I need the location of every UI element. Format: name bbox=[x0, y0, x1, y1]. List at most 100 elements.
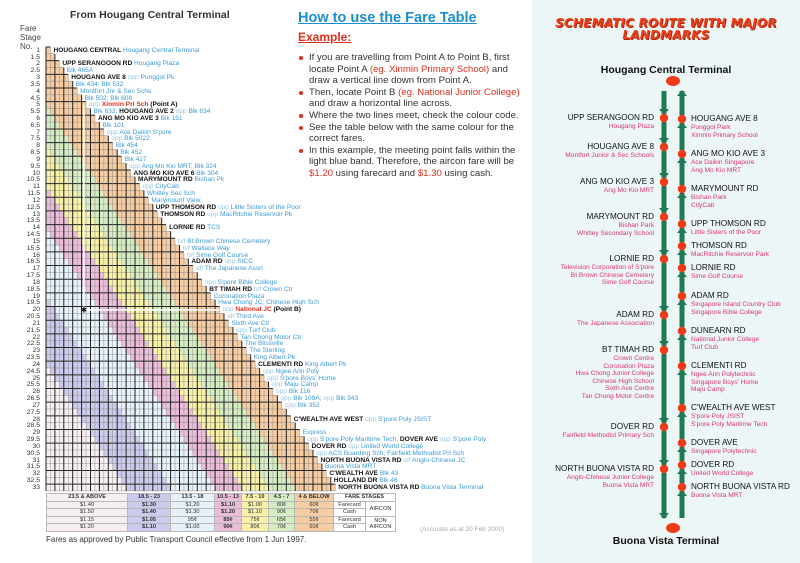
fare-cell bbox=[108, 456, 113, 464]
fare-cell bbox=[81, 484, 87, 491]
fare-cell bbox=[59, 402, 64, 409]
fare-stage-number: 21.5 bbox=[26, 326, 40, 334]
fare-cell bbox=[86, 484, 91, 491]
fare-cell bbox=[219, 388, 224, 396]
fare-cell bbox=[108, 204, 113, 211]
fare-cell bbox=[86, 470, 91, 478]
fare-cell bbox=[108, 381, 113, 389]
fare-cell bbox=[210, 436, 216, 444]
fare-cell bbox=[99, 149, 104, 157]
fare-cell bbox=[68, 81, 73, 88]
fare-value: 90¢ bbox=[214, 523, 242, 532]
fare-cell bbox=[152, 477, 158, 485]
fare-cell bbox=[50, 415, 55, 423]
fare-cell bbox=[94, 128, 100, 136]
fare-cell bbox=[179, 422, 184, 430]
fare-stage-number: 33 bbox=[32, 483, 40, 491]
fare-cell bbox=[112, 381, 118, 389]
fare-cell bbox=[210, 313, 216, 321]
fare-cell bbox=[161, 231, 167, 239]
fare-cell bbox=[108, 231, 113, 239]
bus-stop-dot bbox=[659, 345, 669, 355]
fare-cell bbox=[63, 286, 69, 293]
fare-cell bbox=[72, 210, 78, 218]
fare-cell bbox=[237, 374, 242, 382]
fare-cell bbox=[201, 299, 207, 307]
landmark: Montfort Jnr & Sec Schs bbox=[80, 87, 152, 95]
fare-cell bbox=[219, 484, 224, 491]
fare-cell bbox=[148, 381, 153, 389]
fare-cell bbox=[94, 176, 100, 184]
fare-cell bbox=[103, 183, 109, 191]
fare-cell bbox=[59, 122, 64, 129]
stage-label: MARYMOUNT RD Bishan Pk bbox=[138, 176, 224, 183]
fare-cell bbox=[143, 422, 149, 430]
fare-cell bbox=[308, 470, 313, 478]
fare-cell bbox=[175, 368, 180, 375]
stage-label: Whitley Sec Sch bbox=[147, 190, 195, 197]
fare-cell bbox=[94, 381, 100, 389]
fare-cell bbox=[192, 456, 198, 464]
fare-cell bbox=[94, 422, 100, 430]
fare-cell bbox=[197, 395, 202, 403]
fare-cell bbox=[272, 470, 278, 478]
road-name: DOVER RD bbox=[311, 442, 347, 450]
fare-cell bbox=[77, 354, 82, 362]
fare-cell bbox=[135, 258, 140, 266]
fare-cell bbox=[246, 361, 251, 369]
fare-cell bbox=[210, 443, 216, 450]
fare-cell bbox=[228, 354, 233, 362]
fare-cell bbox=[103, 299, 109, 307]
fare-cell bbox=[112, 169, 118, 177]
fare-cell bbox=[121, 422, 127, 430]
fare-cell bbox=[161, 347, 167, 355]
fare-cell bbox=[72, 299, 78, 307]
fare-cell bbox=[201, 286, 207, 293]
fare-cell bbox=[197, 436, 202, 444]
fare-cell bbox=[259, 422, 265, 430]
fare-cell bbox=[281, 415, 287, 423]
fare-cell bbox=[143, 449, 149, 457]
fare-cell bbox=[224, 354, 229, 362]
fare-value: $1.20 bbox=[170, 500, 215, 509]
fare-stage-number: 29.5 bbox=[26, 436, 40, 443]
fare-cell bbox=[90, 238, 95, 246]
fare-cell bbox=[148, 210, 153, 218]
fare-cell bbox=[50, 210, 55, 218]
fare-cell bbox=[54, 374, 60, 382]
fare-cell bbox=[143, 484, 149, 491]
fare-cell bbox=[59, 292, 64, 300]
fare-cell bbox=[197, 402, 202, 409]
fare-cell bbox=[135, 265, 140, 273]
fare-cell bbox=[81, 361, 87, 369]
fare-cell bbox=[197, 388, 202, 396]
fare-cell bbox=[108, 142, 113, 150]
fare-cell bbox=[148, 340, 153, 348]
fare-cell bbox=[90, 333, 95, 341]
fare-cell bbox=[68, 258, 73, 266]
landmark: Blk 634 bbox=[186, 108, 211, 116]
fare-cell bbox=[148, 238, 153, 246]
fare-cell bbox=[112, 463, 118, 471]
fare-cell bbox=[72, 436, 78, 444]
fare-cell bbox=[304, 443, 309, 450]
fare-cell bbox=[179, 408, 184, 416]
fare-cell bbox=[86, 286, 91, 293]
fare-cell bbox=[108, 368, 113, 375]
stage-label: HOUGANG CENTRAL Hougang Central Terminal bbox=[53, 47, 199, 54]
fare-cell bbox=[94, 190, 100, 198]
fare-cell bbox=[86, 149, 91, 157]
fare-cell bbox=[90, 176, 95, 184]
fare-cell bbox=[139, 245, 144, 252]
fare-cell bbox=[90, 313, 95, 321]
fare-cell bbox=[77, 190, 82, 198]
fare-cell bbox=[103, 402, 109, 409]
fare-cell bbox=[130, 197, 135, 205]
fare-cell bbox=[77, 258, 82, 266]
fare-cell bbox=[175, 286, 180, 293]
fare-cell bbox=[77, 292, 82, 300]
fare-cell bbox=[215, 484, 220, 491]
fare-cell bbox=[90, 463, 95, 471]
stage-label: opp Ngee Ann Poly bbox=[263, 368, 319, 375]
instruction-item: See the table below with the same colour… bbox=[298, 122, 523, 145]
